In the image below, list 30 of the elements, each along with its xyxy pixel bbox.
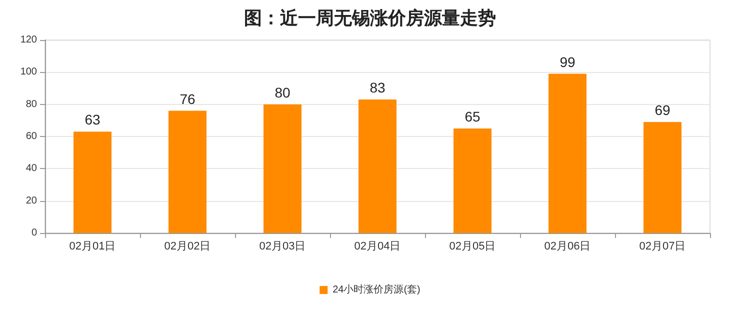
x-tick-label: 02月06日 [544,240,591,252]
data-label: 99 [560,54,576,70]
y-tick-label: 60 [26,131,38,142]
y-tick-label: 0 [31,228,38,238]
bar [548,74,586,233]
x-tick-label: 02月05日 [449,240,496,252]
bar [264,104,302,233]
y-tick-label: 40 [26,163,38,174]
data-label: 69 [654,102,670,118]
x-tick-label: 02月03日 [259,240,306,252]
chart-title: 图：近一周无锡涨价房源量走势 [244,8,496,28]
bar [644,122,682,233]
x-tick-label: 02月04日 [354,240,401,252]
x-tick-label: 02月07日 [639,240,686,252]
bar [74,132,112,233]
bar [454,128,492,233]
y-tick-label: 80 [26,98,38,110]
bar [168,110,206,233]
legend-label: 24小时涨价房源(套) [332,284,420,296]
x-tick-label: 02月01日 [69,240,116,252]
data-label: 65 [464,108,480,124]
bar [358,100,396,233]
y-tick-label: 100 [20,66,38,78]
y-tick-label: 20 [26,195,38,206]
y-tick-label: 120 [20,34,38,46]
x-tick-label: 02月02日 [164,240,211,252]
data-label: 63 [84,112,100,128]
data-label: 83 [370,80,386,96]
data-label: 76 [180,90,196,107]
data-label: 80 [274,84,290,100]
